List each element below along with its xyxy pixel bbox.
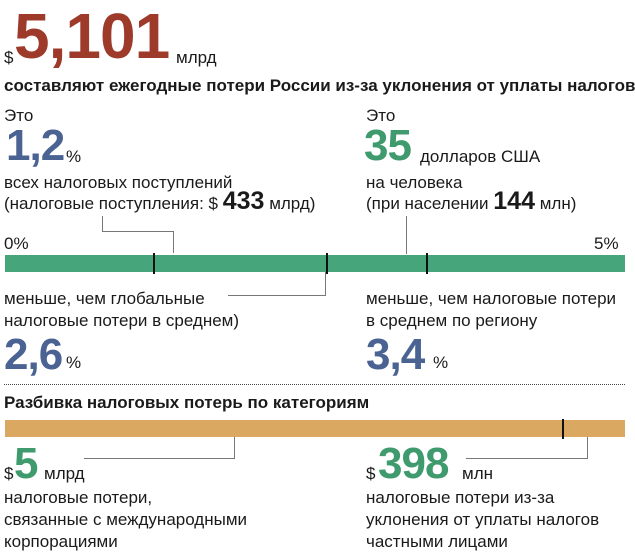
right-stat-line2-prefix: (при населении xyxy=(366,194,489,213)
individual-value: 398 xyxy=(378,439,449,488)
corporate-line1: налоговые потери, xyxy=(4,488,153,507)
connector-corporate-vertical xyxy=(234,437,235,459)
right-stat-unit: долларов США xyxy=(420,147,541,166)
headline-value: 5,101 xyxy=(14,0,170,72)
corporate-currency: $ xyxy=(4,464,14,483)
global-comparison-value: 2,6 xyxy=(4,330,63,379)
connector-left-horizontal xyxy=(102,231,174,232)
scale-max-label: 5% xyxy=(594,234,619,253)
corporate-line3: корпорациями xyxy=(4,532,118,551)
right-stat-value: 35 xyxy=(364,121,412,170)
breakdown-split-tick xyxy=(562,419,564,439)
regional-comparison-unit: % xyxy=(433,353,449,372)
individual-currency: $ xyxy=(366,464,376,483)
corporate-unit: млрд xyxy=(44,464,85,483)
headline-unit: млрд xyxy=(176,48,217,67)
headline-currency: $ xyxy=(4,48,14,67)
connector-individual-horizontal xyxy=(466,458,588,459)
global-comparison-unit: % xyxy=(66,353,82,372)
right-stat-intro: Это xyxy=(366,106,396,125)
connector-individual-vertical xyxy=(587,437,588,459)
breakdown-bar xyxy=(5,420,625,437)
individual-line3: частными лицами xyxy=(366,532,508,551)
left-stat-line1: всех налоговых поступлений xyxy=(4,173,233,192)
scale-marker-1 xyxy=(152,253,155,274)
headline-caption: составляют ежегодные потери России из-за… xyxy=(4,76,635,95)
right-stat-line1: на человека xyxy=(366,173,463,192)
connector-global-horizontal xyxy=(228,295,326,296)
scale-bar xyxy=(5,255,625,272)
connector-left-drop xyxy=(173,231,174,253)
regional-comparison-line2: в среднем по региону xyxy=(366,311,538,330)
individual-unit: млн xyxy=(462,464,493,483)
connector-right-vertical xyxy=(406,216,407,254)
scale-marker-2 xyxy=(326,253,329,274)
left-stat-line2-suffix: млрд) xyxy=(269,194,316,213)
scale-min-label: 0% xyxy=(4,234,29,253)
corporate-value: 5 xyxy=(14,439,39,488)
connector-corporate-horizontal xyxy=(84,458,235,459)
global-comparison-line2: налоговые потери в среднем) xyxy=(4,311,240,330)
connector-left-vertical xyxy=(102,216,103,232)
right-stat-line2-suffix: млн) xyxy=(539,194,577,213)
left-stat-line2-prefix: (налоговые поступления: $ xyxy=(4,194,218,213)
left-stat-line2-value: 433 xyxy=(222,187,265,215)
left-stat-unit: % xyxy=(66,147,82,166)
right-stat-line2: (при населении 144 млн) xyxy=(366,188,576,217)
regional-comparison-line1: меньше, чем налоговые потери xyxy=(366,289,617,308)
individual-line2: уклонения от уплаты налогов xyxy=(366,510,600,529)
right-stat-line2-value: 144 xyxy=(493,187,535,215)
left-stat-intro: Это xyxy=(4,106,34,125)
connector-global-vertical xyxy=(325,272,326,296)
breakdown-title: Разбивка налоговых потерь по категориям xyxy=(4,393,370,412)
left-stat-value: 1,2 xyxy=(6,121,65,170)
section-divider xyxy=(4,384,625,385)
global-comparison-line1: меньше, чем глобальные xyxy=(4,289,205,308)
left-stat-line2: (налоговые поступления: $ 433 млрд) xyxy=(4,188,315,217)
corporate-line2: связанные с международными xyxy=(4,510,248,529)
scale-marker-3 xyxy=(425,253,428,274)
individual-line1: налоговые потери из-за xyxy=(366,488,555,507)
regional-comparison-value: 3,4 xyxy=(366,330,425,379)
